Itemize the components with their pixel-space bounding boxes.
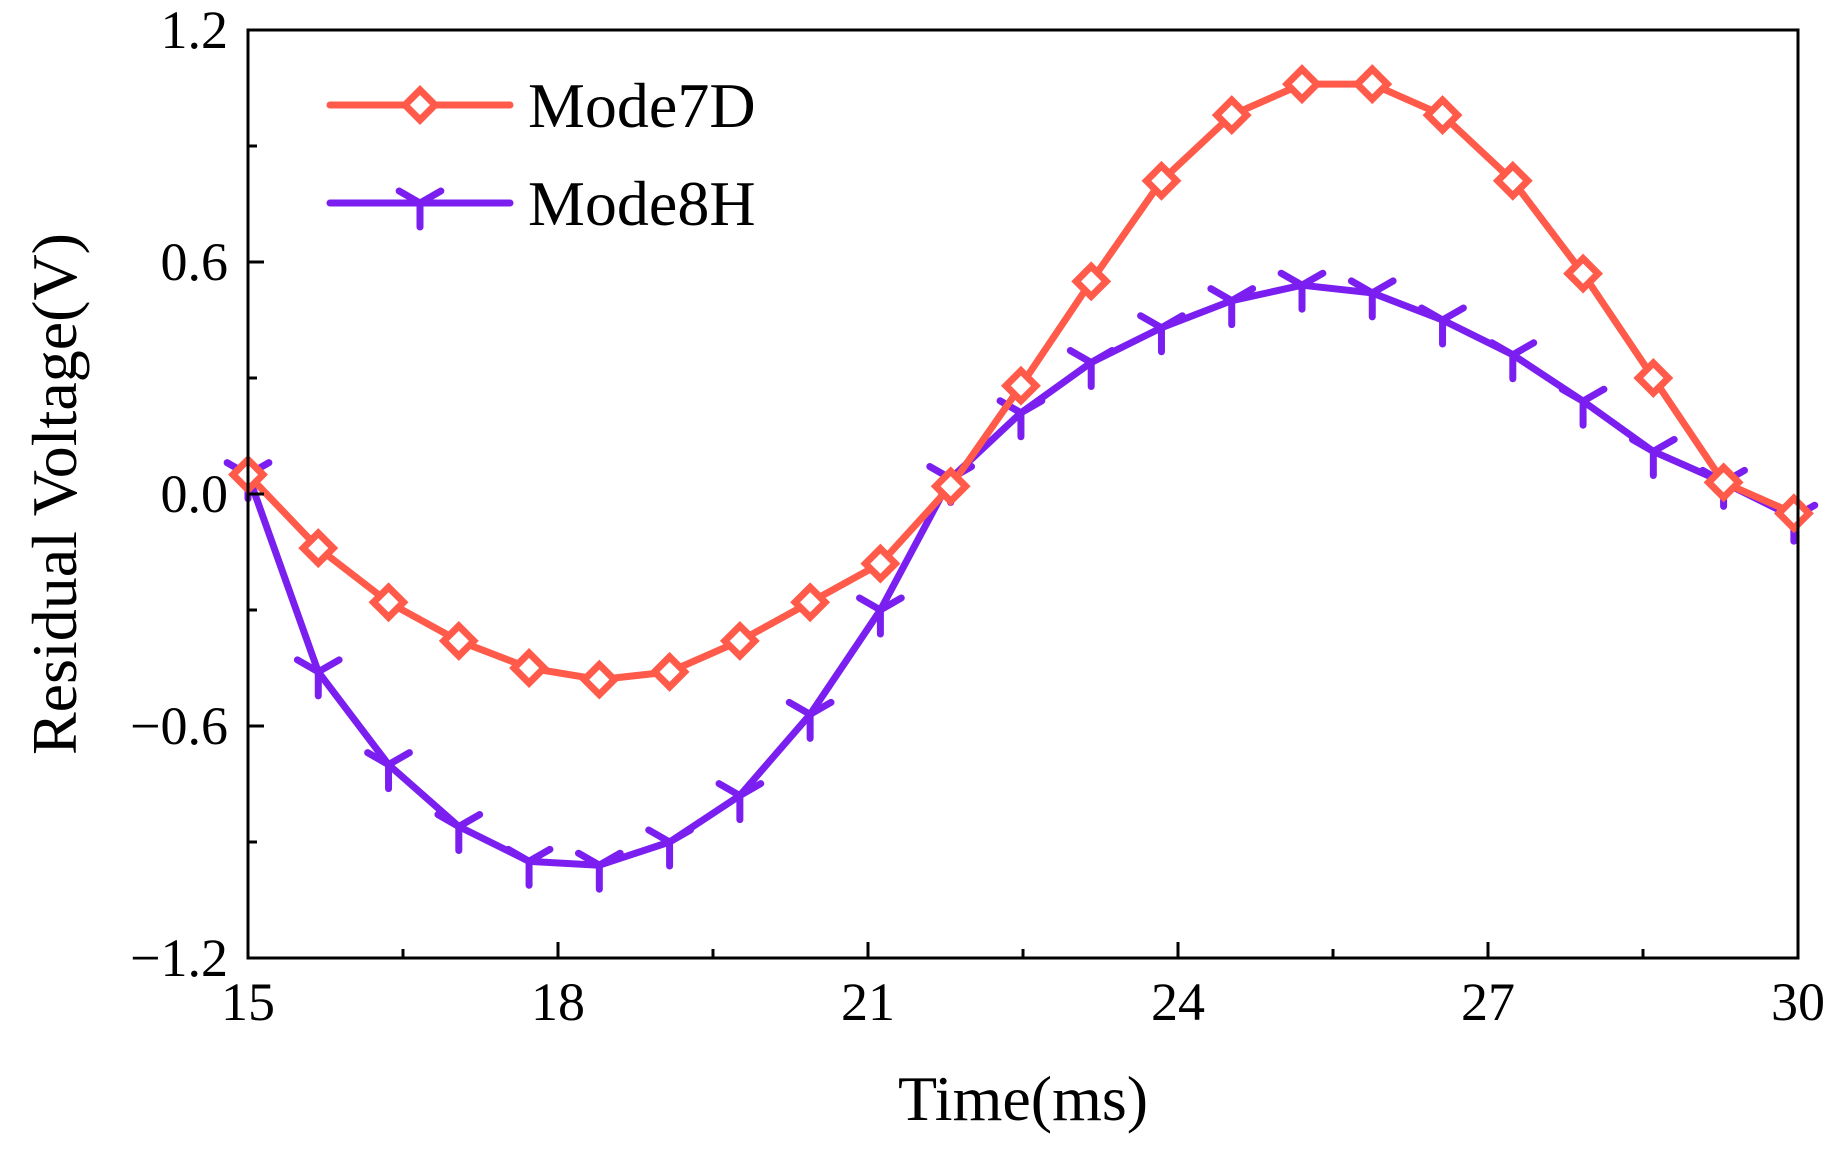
y-tick-label: −0.6 (130, 696, 228, 756)
y-tick-label: 1.2 (161, 0, 229, 60)
tri-down-marker (1277, 269, 1327, 313)
diamond-marker (509, 648, 550, 688)
diamond-marker (930, 466, 971, 507)
legend-label: Mode8H (528, 168, 756, 239)
tri-down-marker (293, 656, 343, 700)
diamond-marker (438, 620, 479, 661)
legend-item: Mode8H (326, 168, 756, 239)
diamond-marker (400, 85, 440, 125)
x-tick-label: 24 (1151, 972, 1205, 1032)
diamond-marker (1071, 261, 1112, 302)
tri-down-marker (504, 845, 554, 889)
y-tick-label: −1.2 (130, 928, 228, 988)
legend-label: Mode7D (528, 70, 756, 141)
diamond-marker (368, 582, 409, 623)
y-axis-label: Residual Voltage(V) (19, 233, 90, 755)
tri-down-marker (395, 187, 445, 231)
diamond-marker (719, 620, 760, 661)
tri-down-marker (1418, 304, 1467, 348)
tri-down-marker (996, 397, 1046, 441)
plot-frame (246, 28, 1800, 960)
diamond-marker (1773, 493, 1814, 534)
tri-down-marker (856, 594, 905, 638)
tri-down-marker (785, 698, 835, 742)
tri-down-marker (645, 826, 694, 870)
diamond-marker (1703, 462, 1744, 503)
tri-down-marker (574, 849, 624, 893)
y-tick-label: 0.0 (161, 464, 229, 524)
diamond-marker (649, 651, 690, 692)
x-tick-label: 21 (841, 972, 895, 1032)
diamond-marker (1141, 160, 1182, 201)
tri-down-marker (715, 780, 765, 824)
tri-down-marker (364, 749, 413, 793)
diamond-marker (860, 543, 901, 584)
series-layer (223, 64, 1819, 893)
x-tick-label: 30 (1771, 972, 1825, 1032)
legend: Mode7D Mode8H (326, 70, 756, 239)
x-tick-label: 15 (221, 972, 275, 1032)
diamond-marker (1563, 253, 1604, 294)
diamond-marker (1000, 365, 1041, 406)
tri-down-marker (1628, 435, 1678, 479)
y-tick-label: 0.6 (161, 232, 229, 292)
series-mode8h (223, 269, 1819, 893)
x-tick-label: 18 (531, 972, 585, 1032)
diamond-marker (1352, 64, 1393, 105)
tri-down-marker (1137, 312, 1186, 356)
tri-down-marker (1347, 277, 1397, 321)
tri-down-marker (1066, 347, 1116, 391)
diamond-marker (1211, 95, 1252, 136)
legend-item: Mode7D (326, 70, 756, 141)
tri-down-marker (1558, 385, 1608, 429)
diamond-marker (1492, 160, 1533, 201)
series-mode7d (228, 64, 1814, 700)
diamond-marker (1633, 358, 1674, 398)
diamond-marker (1422, 95, 1463, 136)
diamond-marker (579, 659, 620, 700)
diamond-marker (1282, 64, 1322, 105)
diamond-marker (298, 528, 339, 569)
tri-down-marker (434, 811, 484, 855)
tri-down-marker (1207, 285, 1257, 329)
axis-ticks: 15 18 21 24 27 30 −1.2 −0.6 0.0 0.6 1.2 (130, 0, 1825, 1032)
x-tick-label: 27 (1461, 972, 1515, 1032)
diamond-marker (790, 582, 831, 623)
x-axis-label: Time(ms) (898, 1063, 1148, 1134)
tri-down-marker (1488, 339, 1538, 383)
